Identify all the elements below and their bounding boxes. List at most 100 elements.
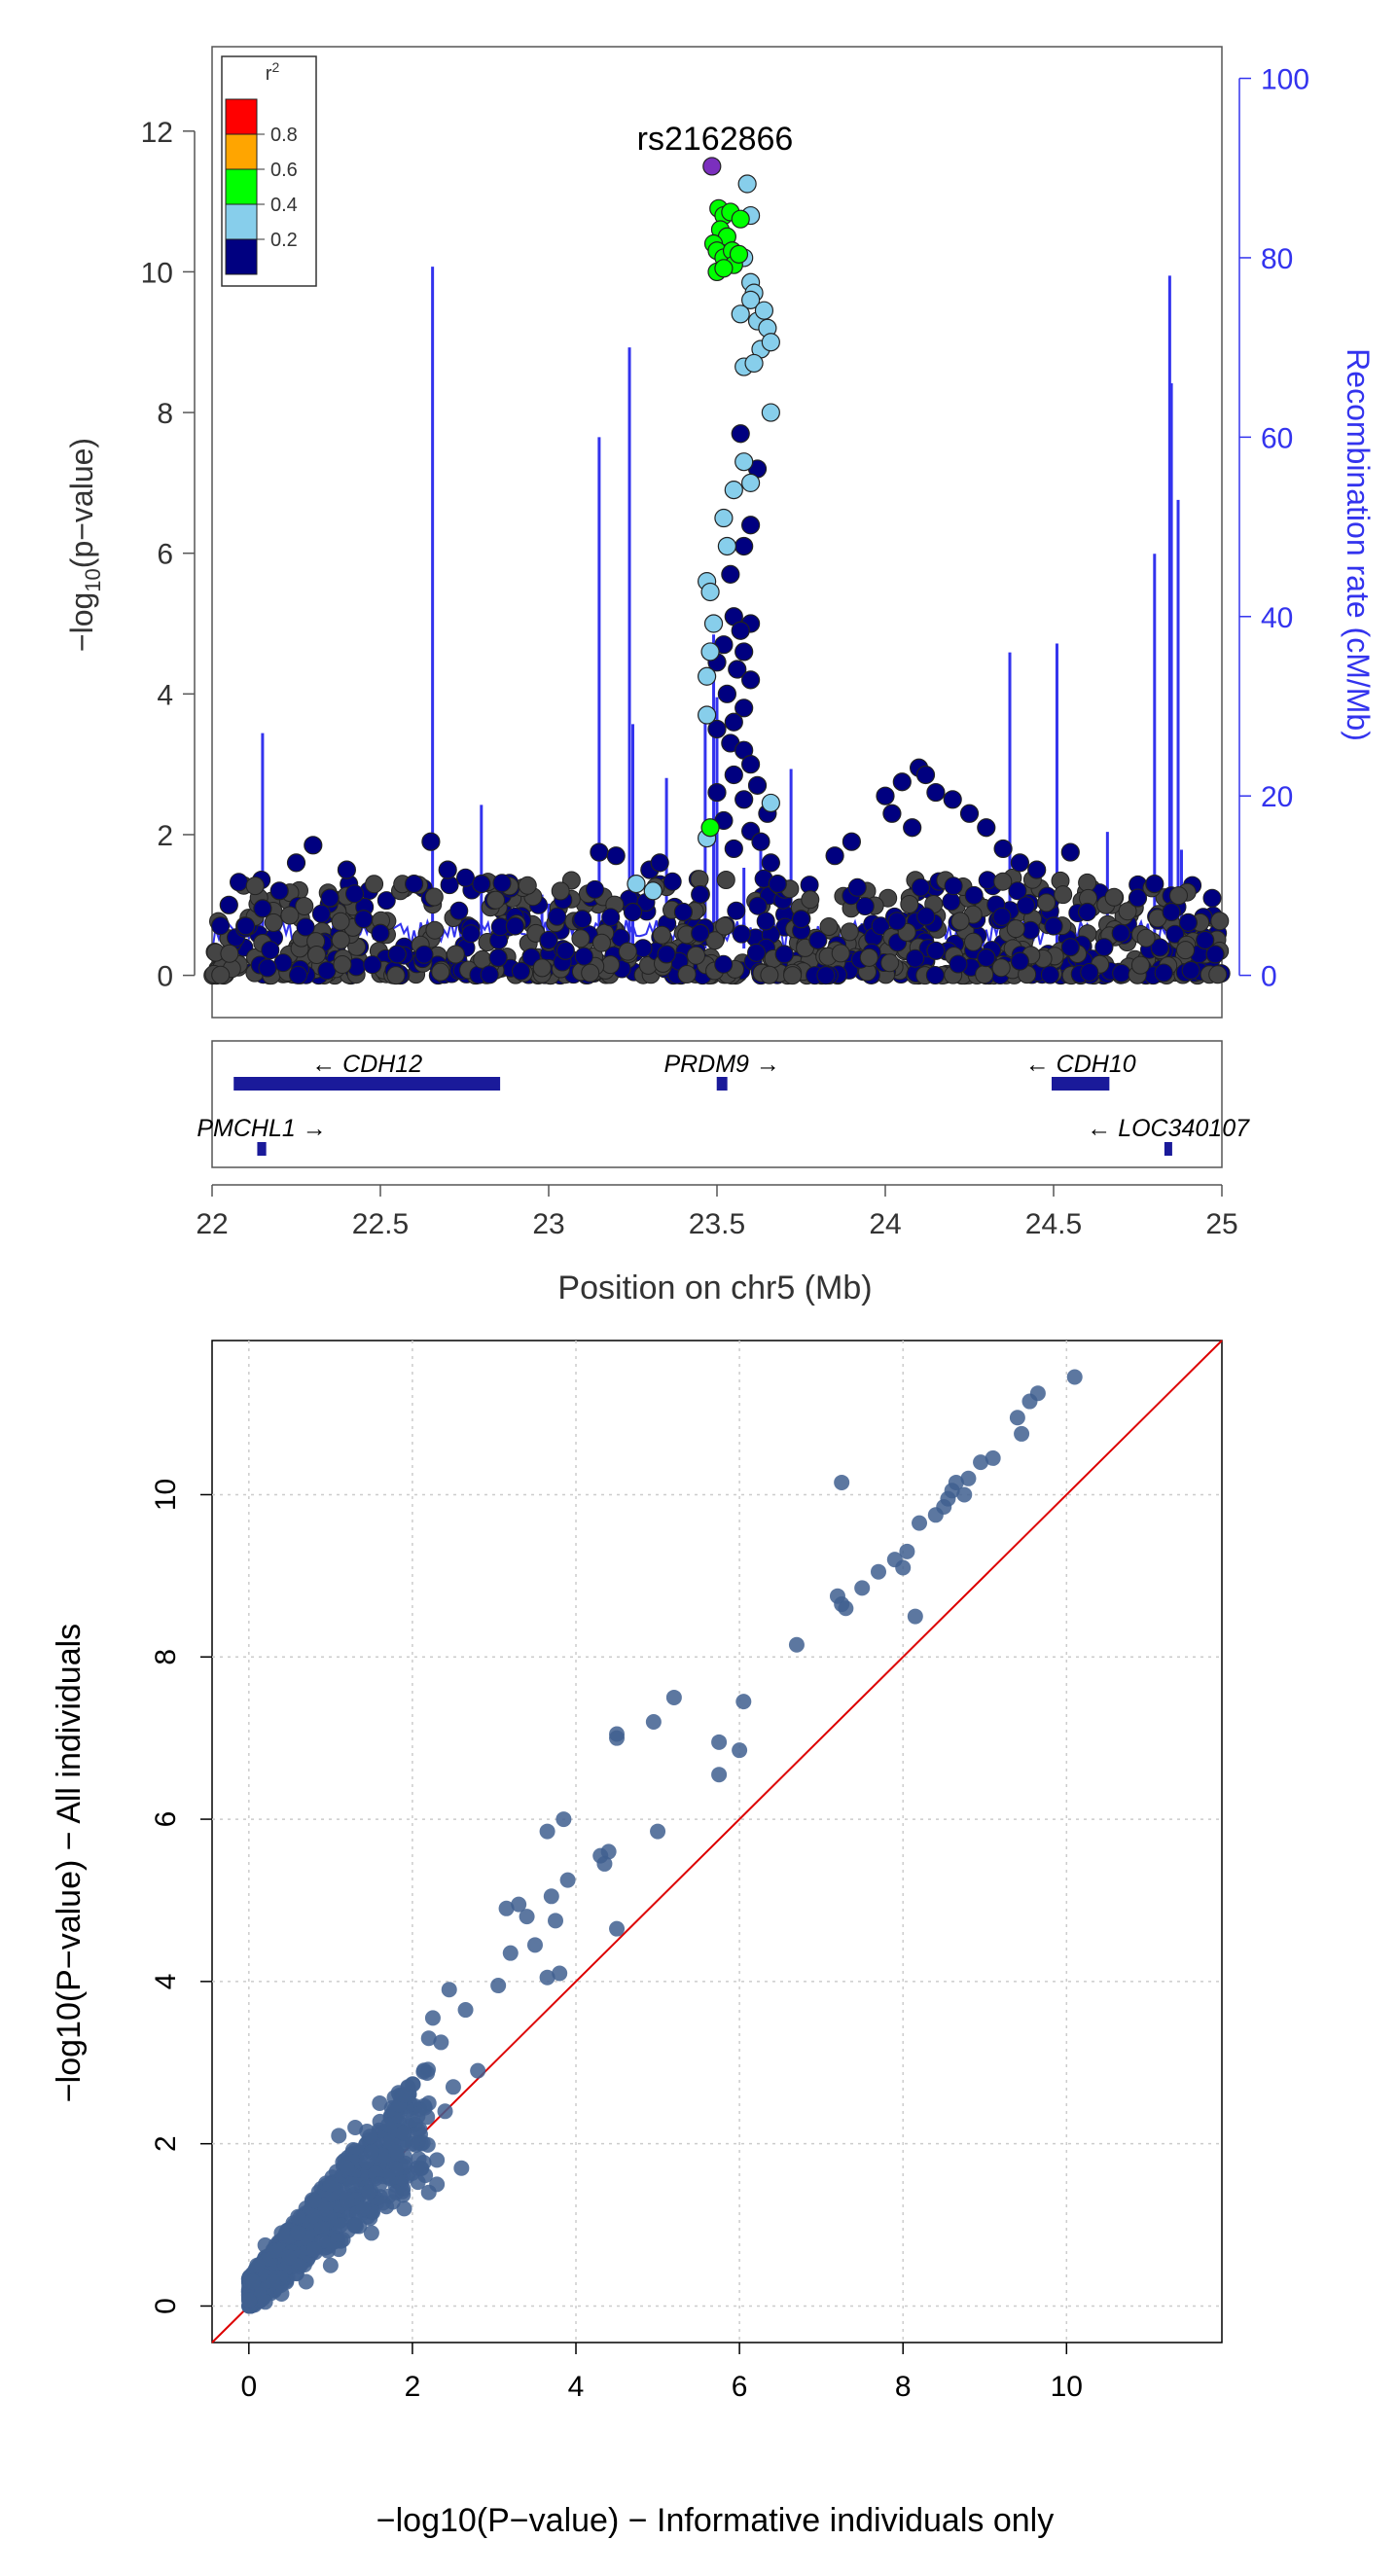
snp-point-r2-0.2-0.4	[734, 452, 754, 472]
bg-point	[345, 884, 364, 904]
c2-x-tick-label: 8	[895, 2371, 912, 2403]
bg-point	[414, 945, 434, 964]
snp-point-r2-0.2-0.4	[744, 353, 764, 374]
c2-point	[347, 2217, 364, 2234]
bg-point	[1165, 924, 1185, 944]
snp-point-r2-0-0.2	[691, 884, 710, 905]
bg-point	[727, 901, 746, 920]
c2-point	[1014, 1425, 1030, 1442]
bg-point	[732, 924, 751, 944]
c1-x-tick-label: 24	[869, 1208, 901, 1240]
snp-point-r2-0-0.2	[734, 536, 754, 556]
snp-point-r2-0-0.2	[219, 895, 238, 914]
c2-point	[331, 2128, 347, 2144]
c2-point	[895, 1559, 912, 1576]
gene-exon-PMCHL1	[257, 1142, 267, 1156]
c1-x-axis-title: Position on chr5 (Mb)	[557, 1270, 872, 1306]
c2-point	[445, 2079, 461, 2095]
c2-point	[347, 2119, 364, 2135]
bg-point	[431, 962, 450, 982]
bg-point	[211, 916, 231, 936]
c2-point	[899, 1543, 915, 1559]
gene-exon-PRDM9	[716, 1077, 728, 1091]
bg-point	[581, 963, 600, 983]
c2-point	[735, 1694, 752, 1710]
c2-point	[424, 2010, 441, 2026]
c2-x-tick-label: 6	[732, 2371, 748, 2403]
bg-point	[716, 871, 735, 889]
snp-point-r2-0-0.2	[1010, 951, 1030, 971]
c2-point	[412, 2160, 429, 2176]
c2-x-tick-label: 4	[568, 2371, 585, 2403]
bg-point	[1080, 963, 1099, 982]
snp-point-r2-0-0.2	[623, 902, 643, 922]
snp-point-r2-0.2-0.4	[698, 666, 717, 686]
c2-bg-point	[361, 2184, 377, 2200]
gene-name: CDH12	[342, 1051, 422, 1078]
gene-label-CDH10: ← CDH10	[1025, 1051, 1136, 1078]
snp-point-r2-0-0.2	[751, 832, 770, 851]
bg-point	[574, 947, 593, 966]
snp-point-r2-0.2-0.4	[740, 290, 761, 309]
bg-point	[992, 907, 1012, 926]
bg-point	[652, 925, 671, 945]
snp-point-r2-0.2-0.4	[643, 881, 663, 901]
legend-swatch	[225, 203, 258, 240]
c1-y2-tick-label: 20	[1261, 781, 1293, 813]
bg-point	[601, 908, 621, 927]
bg-point	[911, 877, 930, 897]
snp-point-r2-0-0.2	[405, 874, 424, 894]
snp-point-r2-0-0.2	[1094, 938, 1114, 957]
snp-point-r2-0-0.2	[740, 755, 761, 774]
c2-x-axis-title: −log10(P−value) − Informative individual…	[376, 2502, 1054, 2539]
bg-point	[446, 945, 465, 964]
snp-point-r2-0-0.2	[731, 621, 750, 640]
c2-point	[711, 1734, 728, 1750]
c2-x-tick-label: 2	[405, 2371, 421, 2403]
snp-point-r2-0-0.2	[304, 836, 323, 855]
c1-y-axis-title-base: −log	[64, 592, 99, 652]
bg-point	[942, 892, 961, 912]
c1-x-tick-label: 24.5	[1025, 1208, 1082, 1240]
c2-point	[519, 1909, 535, 1925]
snp-point-r2-0-0.2	[657, 945, 676, 964]
c2-point	[870, 1563, 886, 1580]
c1-y-tick-label: 12	[141, 117, 173, 149]
c2-point	[363, 2225, 379, 2241]
c2-bg-point	[345, 2142, 361, 2158]
bg-point	[747, 943, 766, 962]
bg-point	[663, 872, 682, 891]
snp-point-r2-0-0.2	[371, 923, 390, 943]
legend-swatch	[225, 133, 258, 170]
c1-plot-area	[211, 46, 1223, 1019]
c2-point	[548, 1913, 564, 1929]
c2-point	[363, 2144, 379, 2161]
c1-y-tick-label: 10	[141, 257, 173, 289]
bg-point	[760, 965, 779, 984]
bg-point	[307, 946, 326, 964]
bg-point	[840, 922, 859, 942]
legend-title-sup: 2	[271, 59, 279, 75]
association-points	[203, 157, 1231, 985]
snp-point-r2-0-0.2	[707, 719, 727, 739]
c2-point	[453, 2160, 470, 2176]
c2-point	[404, 2135, 420, 2152]
bg-point	[280, 906, 300, 925]
bg-point	[993, 872, 1013, 891]
snp-point-r2-0-0.2	[761, 853, 780, 873]
bg-point	[1176, 941, 1195, 960]
bg-point	[1136, 928, 1156, 948]
gene-name: CDH10	[1057, 1051, 1136, 1078]
c2-y-tick-label: 0	[150, 2298, 182, 2314]
c2-point	[559, 1872, 576, 1888]
c2-point	[985, 1449, 1001, 1466]
bg-point	[532, 958, 552, 978]
bg-point	[1169, 886, 1188, 906]
bg-point	[964, 932, 983, 951]
snp-point-r2-0-0.2	[721, 564, 740, 584]
bg-point	[819, 917, 839, 936]
c2-point	[290, 2225, 306, 2241]
gene-arrow: ←	[1025, 1051, 1057, 1078]
bg-point	[425, 920, 445, 940]
snp-point-r2-0-0.2	[876, 786, 895, 805]
